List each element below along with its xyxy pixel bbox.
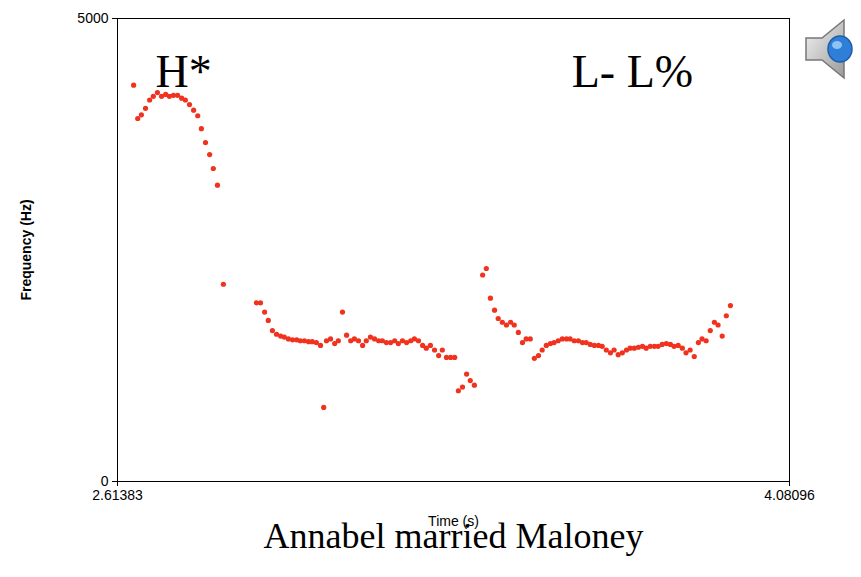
svg-text:L- L%: L- L% [572,46,693,97]
svg-text:5000: 5000 [77,10,108,26]
svg-text:2.61383: 2.61383 [92,487,143,503]
svg-text:0: 0 [101,473,109,489]
svg-text:Frequency (Hz): Frequency (Hz) [18,199,34,300]
svg-text:Annabel married Maloney: Annabel married Maloney [264,516,644,556]
svg-text:H*: H* [155,46,211,97]
svg-text:4.08096: 4.08096 [764,487,815,503]
